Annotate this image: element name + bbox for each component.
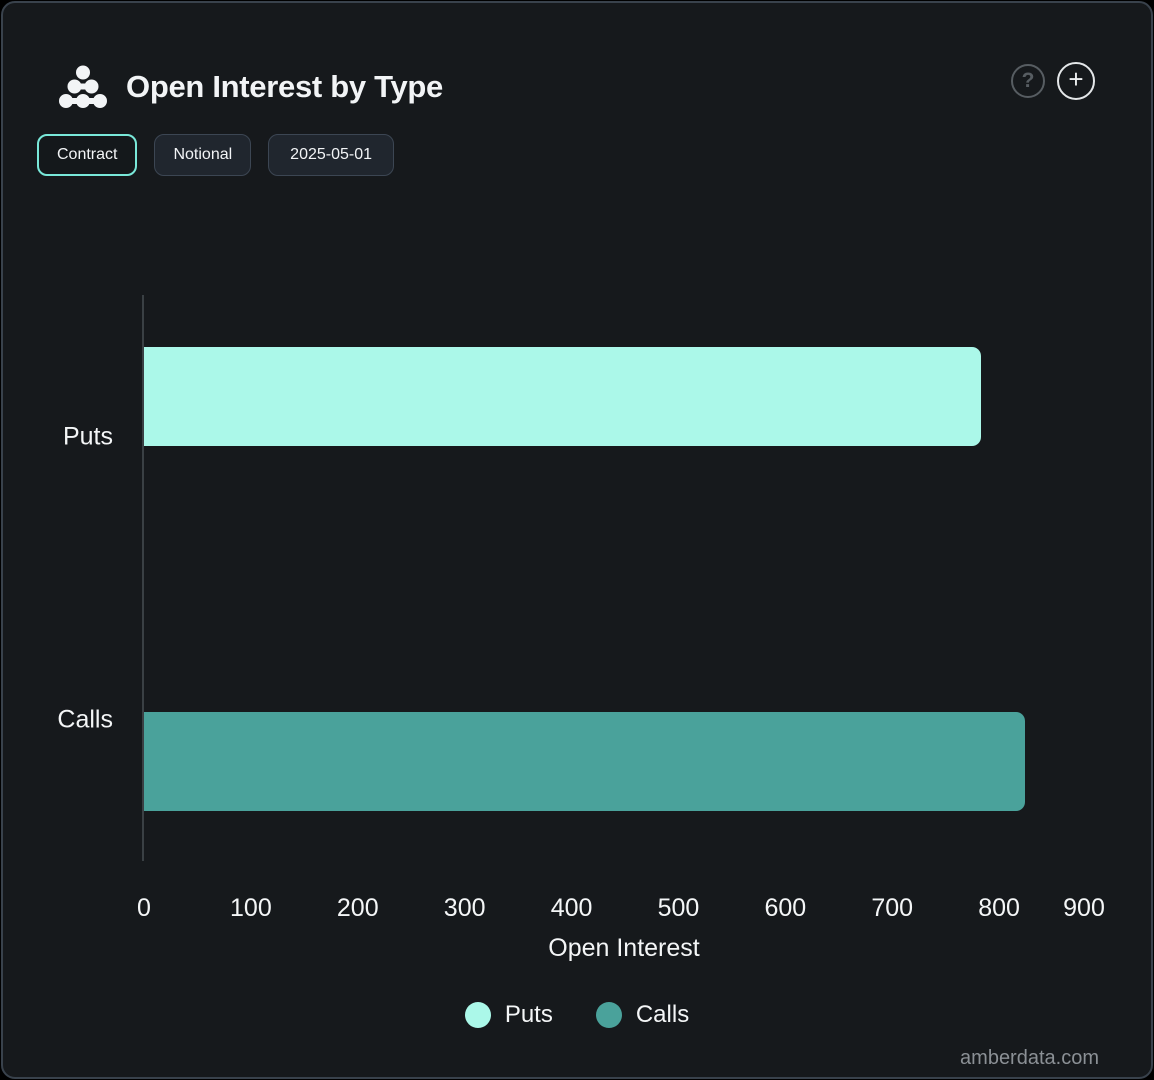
x-tick-700: 700 (871, 894, 914, 922)
y-axis-line (142, 295, 144, 861)
y-label-calls: Calls (57, 705, 113, 734)
bar-chart: Open Interest Puts Calls 0 100 200 300 400 500 6… (3, 3, 1151, 1077)
legend-swatch-puts (464, 1002, 491, 1028)
contract-button[interactable]: Contract (37, 134, 138, 176)
notional-button[interactable]: Notional (154, 134, 252, 176)
bar-calls[interactable] (144, 712, 1025, 811)
plus-glyph: + (1068, 64, 1084, 94)
x-tick-500: 500 (657, 894, 700, 922)
x-tick-100: 100 (230, 894, 272, 922)
add-icon[interactable]: + (1057, 62, 1095, 100)
help-icon[interactable]: ? (1011, 64, 1045, 98)
legend-label-puts: Puts (504, 1001, 553, 1028)
bar-puts[interactable] (144, 347, 981, 446)
x-tick-900: 900 (1063, 894, 1105, 922)
x-tick-800: 800 (978, 894, 1020, 922)
x-tick-600: 600 (764, 894, 807, 922)
page-title: Open Interest by Type (126, 69, 443, 104)
date-button[interactable]: 2025-05-01 (268, 134, 395, 176)
x-tick-200: 200 (336, 894, 379, 922)
x-tick-300: 300 (443, 894, 486, 922)
legend-item-puts[interactable]: Puts (464, 1001, 553, 1029)
watermark: amberdata.com (960, 1047, 1099, 1069)
x-tick-0: 0 (137, 894, 151, 922)
toolbar: Contract Notional 2025-05-01 (37, 134, 395, 176)
y-label-puts: Puts (62, 422, 113, 451)
x-axis-title: Open Interest (548, 934, 700, 962)
chart-legend: Puts Calls (3, 1001, 1151, 1029)
legend-swatch-calls (595, 1002, 622, 1028)
help-glyph: ? (1021, 69, 1035, 92)
amberdata-logo-icon (58, 64, 108, 110)
x-tick-400: 400 (550, 894, 593, 922)
legend-label-calls: Calls (635, 1001, 690, 1028)
legend-item-calls[interactable]: Calls (595, 1001, 690, 1029)
